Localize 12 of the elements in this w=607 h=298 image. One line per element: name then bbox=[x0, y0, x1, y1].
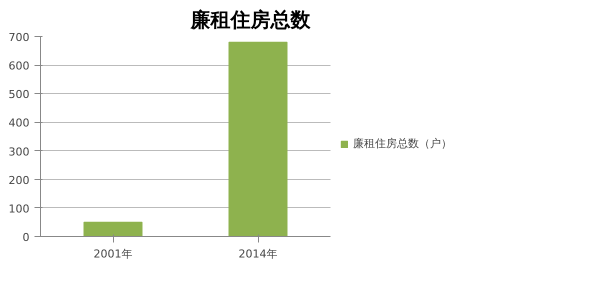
y-tick-label: 200 bbox=[8, 174, 30, 187]
y-tick-label: 100 bbox=[8, 202, 30, 216]
chart-title: 廉租住房总数 bbox=[190, 8, 312, 32]
legend-label: 廉租住房总数（户） bbox=[353, 136, 452, 151]
y-tick-label: 600 bbox=[8, 60, 30, 73]
x-tick-label: 2014年 bbox=[238, 248, 278, 260]
y-tick-label: 0 bbox=[22, 231, 30, 244]
y-tick-label: 300 bbox=[8, 145, 30, 158]
y-tick-label: 400 bbox=[8, 116, 30, 130]
y-tick-label: 700 bbox=[8, 31, 30, 44]
y-tick-label: 500 bbox=[8, 88, 30, 102]
x-tick-label: 2001年 bbox=[94, 248, 133, 260]
